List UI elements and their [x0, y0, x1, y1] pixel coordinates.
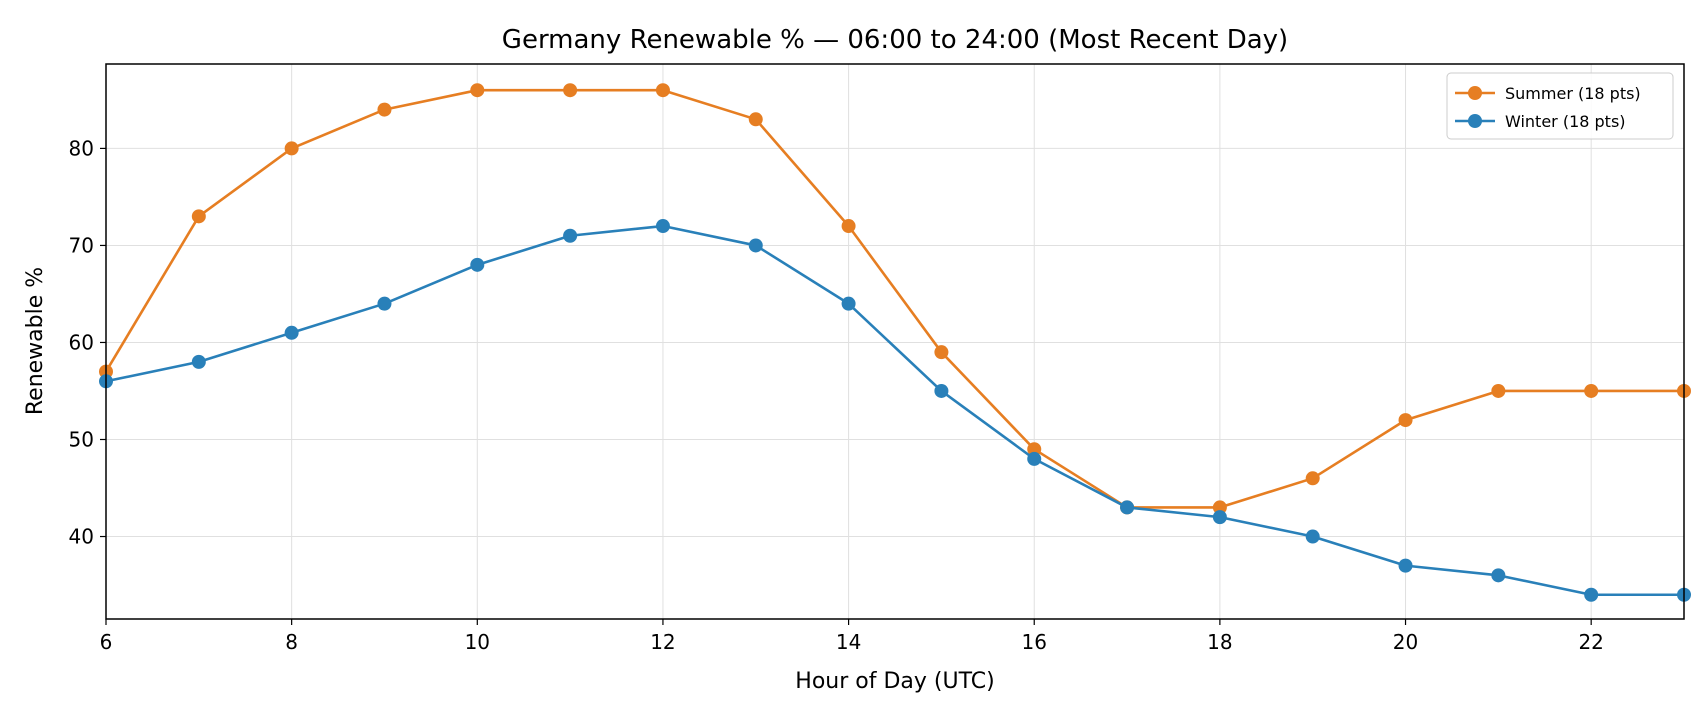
data-point	[1027, 442, 1042, 457]
data-point	[1398, 413, 1413, 428]
data-point	[748, 112, 763, 127]
data-point	[748, 238, 763, 253]
y-tick-label: 80	[69, 136, 94, 160]
x-tick-label: 16	[1022, 630, 1047, 654]
legend-marker	[1468, 114, 1482, 128]
x-tick-label: 8	[285, 630, 298, 654]
legend-label: Summer (18 pts)	[1505, 84, 1641, 103]
x-tick-label: 12	[650, 630, 675, 654]
data-point	[377, 296, 392, 311]
data-point	[470, 257, 485, 272]
grid	[105, 64, 1684, 619]
data-point	[1212, 510, 1227, 525]
data-point	[1491, 383, 1506, 398]
data-point	[1212, 500, 1227, 515]
data-point	[655, 219, 670, 234]
data-point	[1305, 529, 1320, 544]
y-tick-label: 40	[69, 525, 94, 549]
legend: Summer (18 pts) Winter (18 pts)	[1446, 72, 1674, 140]
legend-item: Summer (18 pts)	[1455, 84, 1641, 103]
x-tick-label: 6	[100, 630, 113, 654]
legend-label: Winter (18 pts)	[1505, 112, 1626, 131]
series-winter	[99, 219, 1691, 602]
data-point	[1120, 500, 1135, 515]
legend-item: Winter (18 pts)	[1455, 112, 1626, 131]
data-point	[191, 354, 206, 369]
y-tick-label: 70	[69, 233, 94, 257]
data-point	[1584, 383, 1599, 398]
x-tick-label: 14	[836, 630, 861, 654]
x-tick-label: 20	[1393, 630, 1418, 654]
chart-title: Germany Renewable % — 06:00 to 24:00 (Mo…	[502, 25, 1288, 55]
data-point	[563, 83, 578, 98]
data-point	[1491, 568, 1506, 583]
x-tick-label: 18	[1207, 630, 1232, 654]
x-tick-label: 22	[1578, 630, 1603, 654]
data-point	[1398, 558, 1413, 573]
data-point	[655, 83, 670, 98]
legend-box	[1446, 72, 1674, 140]
data-point	[284, 325, 299, 340]
data-point	[841, 219, 856, 234]
data-point	[1305, 471, 1320, 486]
y-tick-label: 60	[69, 330, 94, 354]
legend-marker	[1468, 86, 1482, 100]
data-point	[934, 383, 949, 398]
data-point	[934, 345, 949, 360]
axis-ticks: 6 8 10 12 14 16 18 20 22 40 50 60 70 80	[69, 136, 1604, 654]
data-point	[841, 296, 856, 311]
series-summer	[99, 83, 1691, 515]
y-axis-label: Renewable %	[23, 267, 48, 415]
data-point	[470, 83, 485, 98]
series-line	[104, 88, 1684, 509]
y-tick-label: 50	[69, 427, 94, 451]
data-point	[284, 141, 299, 156]
data-point	[563, 228, 578, 243]
series-line	[105, 224, 1684, 597]
x-axis-label: Hour of Day (UTC)	[795, 669, 994, 694]
data-point	[1027, 451, 1042, 466]
x-tick-label: 10	[465, 630, 490, 654]
data-point	[191, 209, 206, 224]
plot-frame	[105, 63, 1685, 620]
data-point	[1584, 587, 1599, 602]
data-point	[377, 102, 392, 117]
